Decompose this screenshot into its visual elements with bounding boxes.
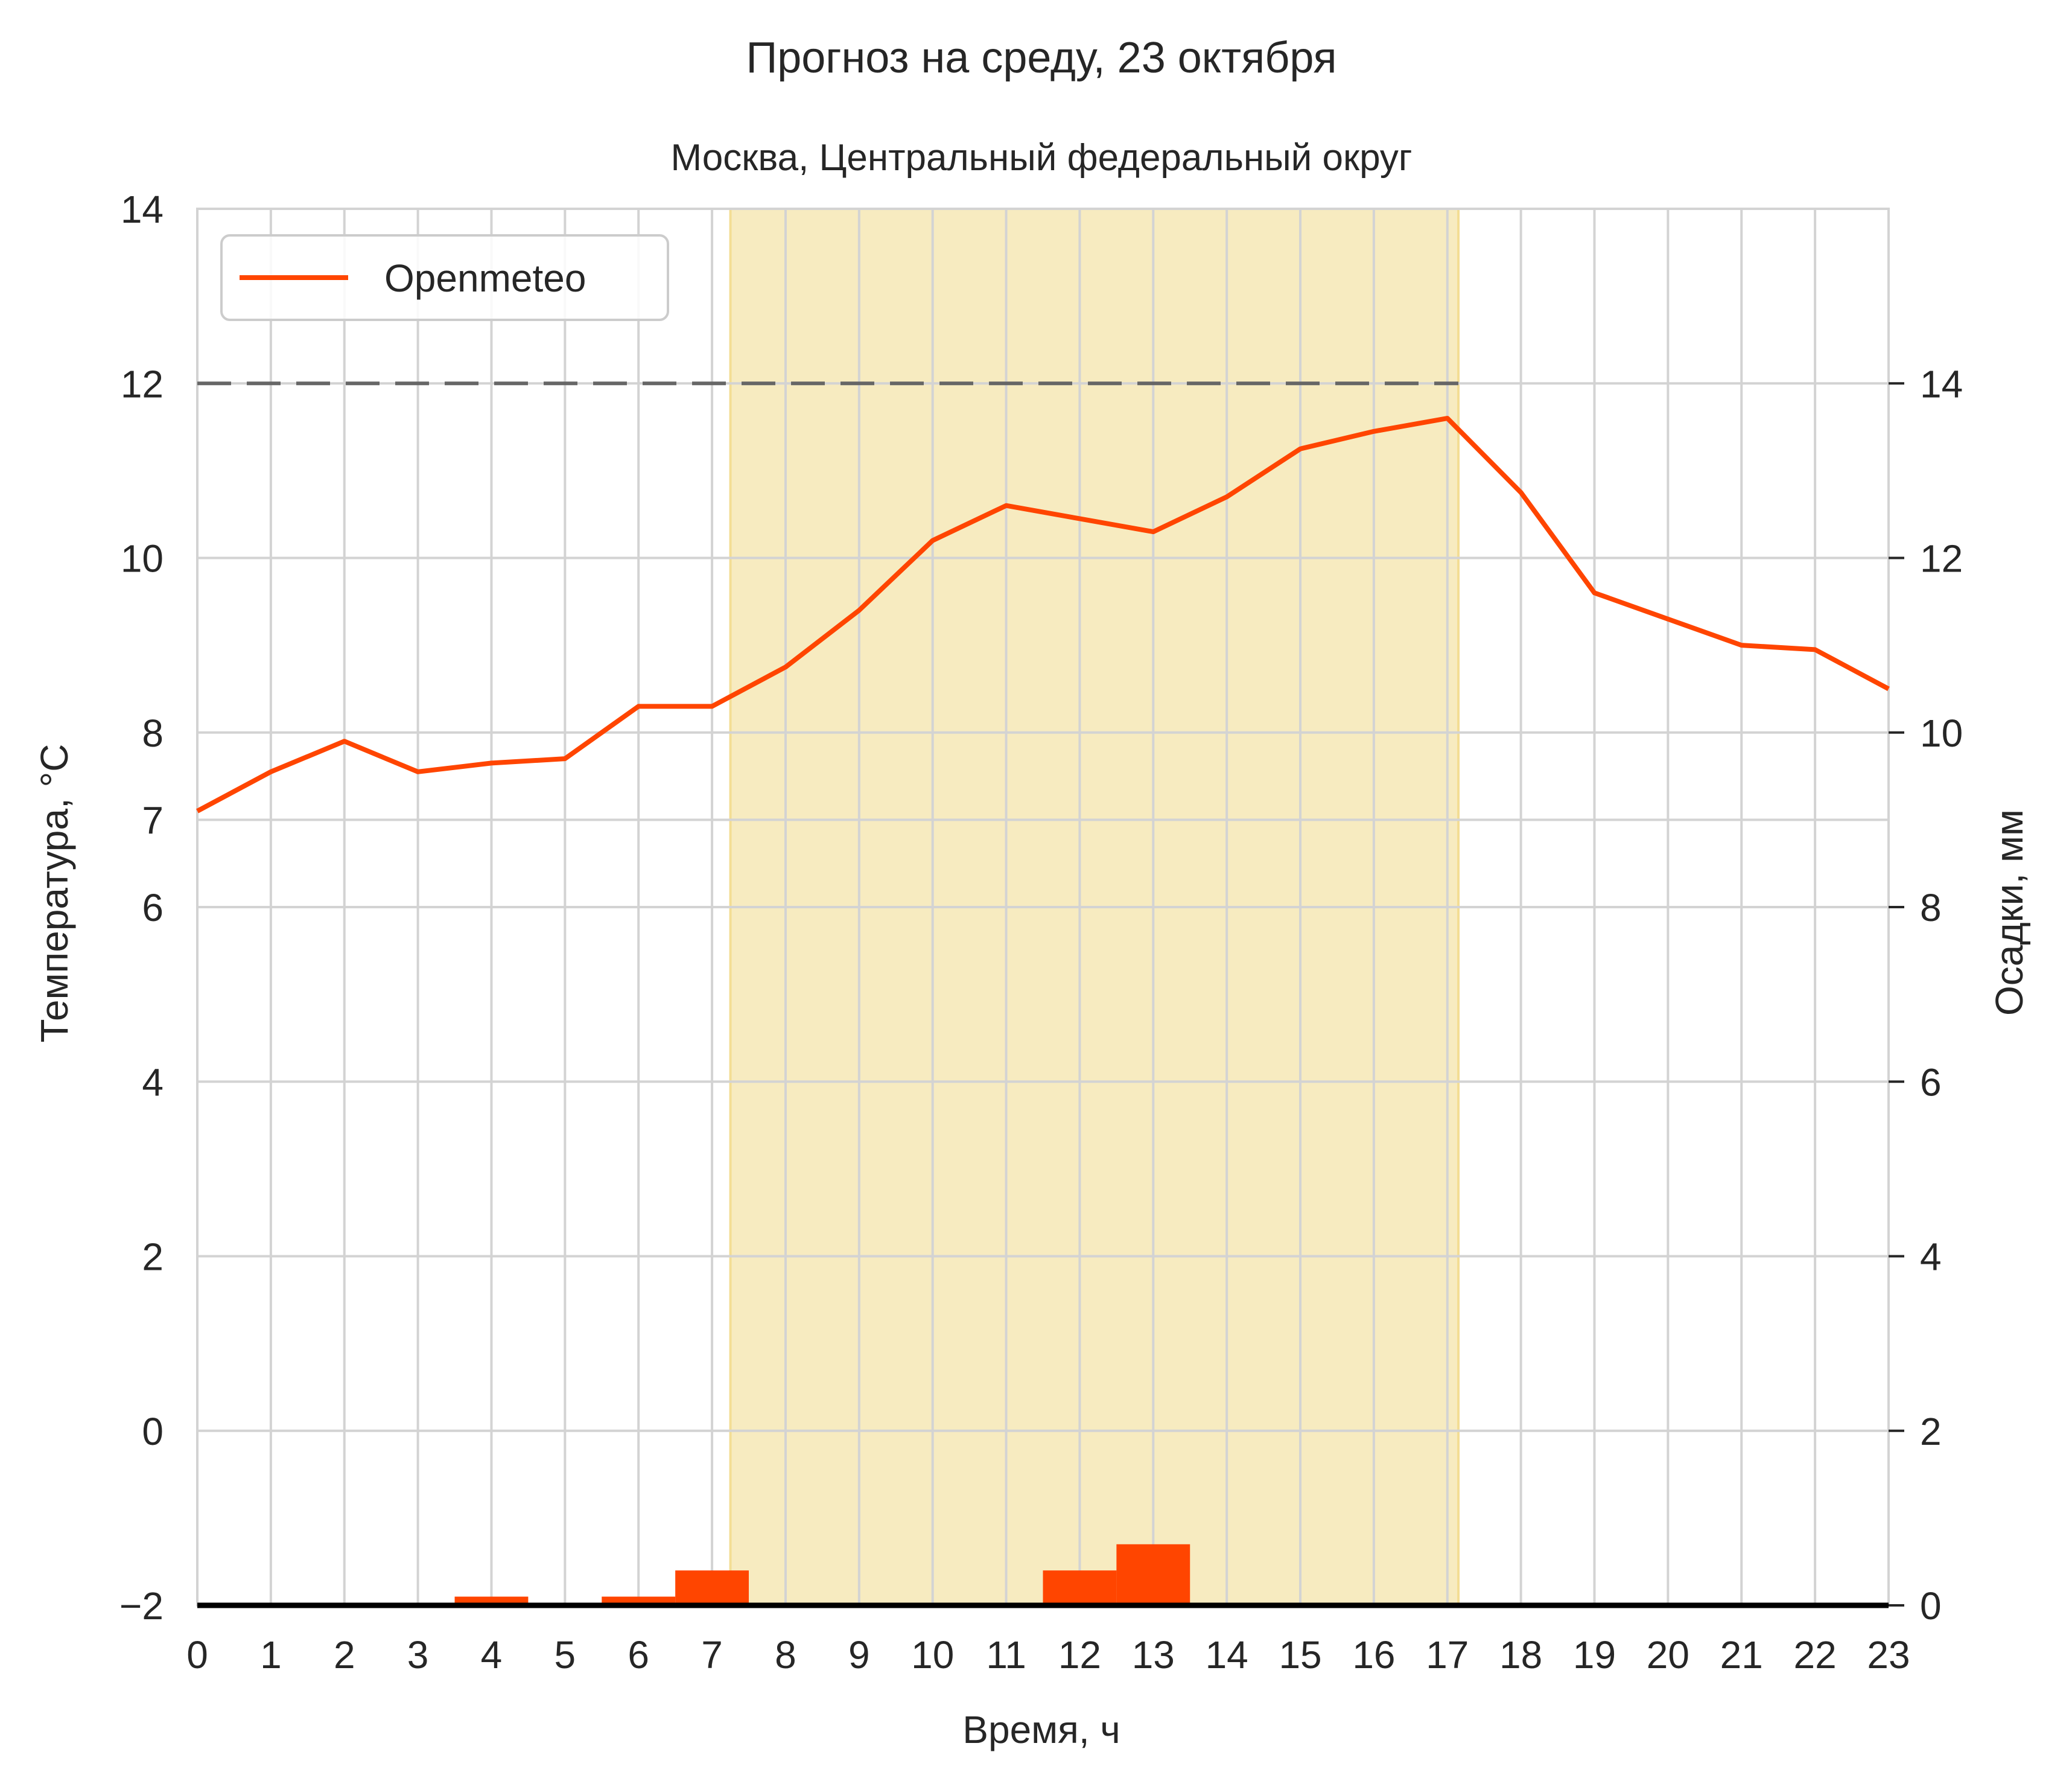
y-tick-label: 7: [142, 798, 164, 842]
y-tick-label: 0: [142, 1410, 164, 1453]
y2-tick-label: 10: [1920, 712, 1963, 755]
y-tick-label: 14: [121, 188, 164, 231]
y-axis-label: Температура, °C: [33, 744, 76, 1043]
y2-tick-label: 0: [1920, 1584, 1942, 1628]
x-tick-label: 10: [911, 1633, 954, 1677]
legend: Openmeteo: [220, 234, 669, 321]
x-tick-label: 3: [407, 1633, 429, 1677]
legend-box: [220, 234, 669, 321]
precipitation-bar: [1043, 1570, 1117, 1605]
x-tick-label: 11: [986, 1633, 1026, 1677]
x-tick-label: 4: [481, 1633, 503, 1677]
y-tick-label: 6: [142, 886, 164, 929]
x-tick-label: 7: [701, 1633, 723, 1677]
x-tick-label: 2: [334, 1633, 355, 1677]
x-tick-label: 16: [1352, 1633, 1395, 1677]
y-tick-label: 2: [142, 1235, 164, 1279]
y-tick-label: 10: [121, 537, 164, 581]
y2-tick-label: 4: [1920, 1235, 1942, 1279]
legend-label: Openmeteo: [384, 256, 586, 300]
y2-tick-label: 2: [1920, 1410, 1942, 1453]
x-tick-label: 13: [1132, 1633, 1175, 1677]
x-tick-label: 15: [1279, 1633, 1321, 1677]
x-tick-label: 1: [260, 1633, 282, 1677]
x-tick-label: 22: [1794, 1633, 1837, 1677]
x-tick-label: 9: [848, 1633, 870, 1677]
precipitation-bar: [675, 1570, 749, 1605]
x-axis-label: Время, ч: [962, 1708, 1120, 1751]
x-tick-label: 20: [1647, 1633, 1689, 1677]
y-tick-label: 8: [142, 712, 164, 755]
y-tick-label: −2: [119, 1584, 164, 1628]
y2-tick-label: 14: [1920, 362, 1963, 406]
precipitation-bar: [1116, 1544, 1190, 1605]
y2-tick-label: 6: [1920, 1060, 1942, 1104]
y2-tick-label: 8: [1920, 886, 1942, 929]
x-tick-label: 14: [1206, 1633, 1248, 1677]
chart-title: Прогноз на среду, 23 октября: [746, 34, 1336, 82]
x-tick-label: 21: [1720, 1633, 1763, 1677]
x-tick-label: 12: [1058, 1633, 1101, 1677]
y2-axis-label: Осадки, мм: [1988, 809, 2031, 1016]
chart-subtitle: Москва, Центральный федеральный округ: [670, 137, 1412, 179]
x-tick-label: 6: [628, 1633, 649, 1677]
y2-tick-label: 12: [1920, 537, 1963, 581]
x-tick-label: 23: [1867, 1633, 1910, 1677]
plot-area: 0 1 2 3 4 5 6 7 8 9 10 11 12 13 14 15 16 17 18 19 20 21 22 23−2…: [119, 188, 1963, 1677]
x-tick-label: 8: [775, 1633, 796, 1677]
x-tick-label: 0: [186, 1633, 208, 1677]
temperature-series-line: [196, 416, 1890, 814]
x-tick-label: 19: [1573, 1633, 1616, 1677]
x-tick-label: 17: [1426, 1633, 1469, 1677]
y-tick-label: 12: [121, 362, 164, 406]
x-tick-label: 5: [555, 1633, 576, 1677]
y-tick-label: 4: [142, 1060, 164, 1104]
x-tick-label: 18: [1499, 1633, 1542, 1677]
